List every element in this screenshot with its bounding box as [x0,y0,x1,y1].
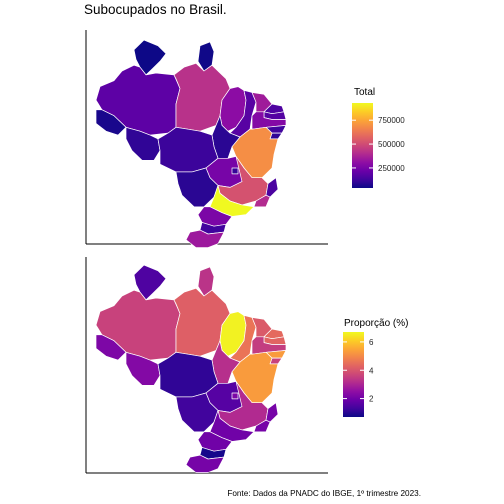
state-rs[interactable] [185,454,225,473]
state-mg[interactable] [217,381,269,431]
colorbar [343,332,364,417]
state-rr[interactable] [133,39,167,76]
state-rj[interactable] [253,194,271,208]
map [95,39,287,248]
colorbar-tick-label: 250000 [378,164,405,173]
state-df[interactable] [231,167,239,175]
map [95,264,287,473]
map-panel-total: Total 250000 500000 750000 [85,30,405,248]
state-mt[interactable] [157,126,219,173]
state-rs[interactable] [185,229,225,248]
state-ac[interactable] [95,109,127,136]
state-ro[interactable] [125,126,161,161]
colorbar-tick-label: 6 [369,338,374,347]
colorbar-tick-label: 750000 [378,116,405,125]
legend: Proporção (%) 2 4 6 [343,318,408,417]
colorbar [352,103,373,188]
state-es[interactable] [265,177,279,198]
state-es[interactable] [265,402,279,423]
state-df[interactable] [231,392,239,400]
state-mt[interactable] [157,351,219,398]
state-rr[interactable] [133,264,167,301]
state-rj[interactable] [253,419,271,433]
state-mg[interactable] [217,156,269,206]
legend-title: Proporção (%) [344,318,408,329]
colorbar-tick-label: 2 [369,395,374,404]
state-ac[interactable] [95,334,127,361]
colorbar-tick-label: 4 [369,366,374,375]
colorbar-tick-label: 500000 [378,140,405,149]
legend-title: Total [354,87,375,98]
chart-caption: Fonte: Dados da PNADC do IBGE, 1º trimes… [227,489,421,498]
chart-title: Subocupados no Brasil. [84,2,227,17]
legend: Total 250000 500000 750000 [352,87,405,188]
state-ro[interactable] [125,351,161,386]
map-panel-proporcao: Proporção (%) 2 4 6 [85,257,408,474]
